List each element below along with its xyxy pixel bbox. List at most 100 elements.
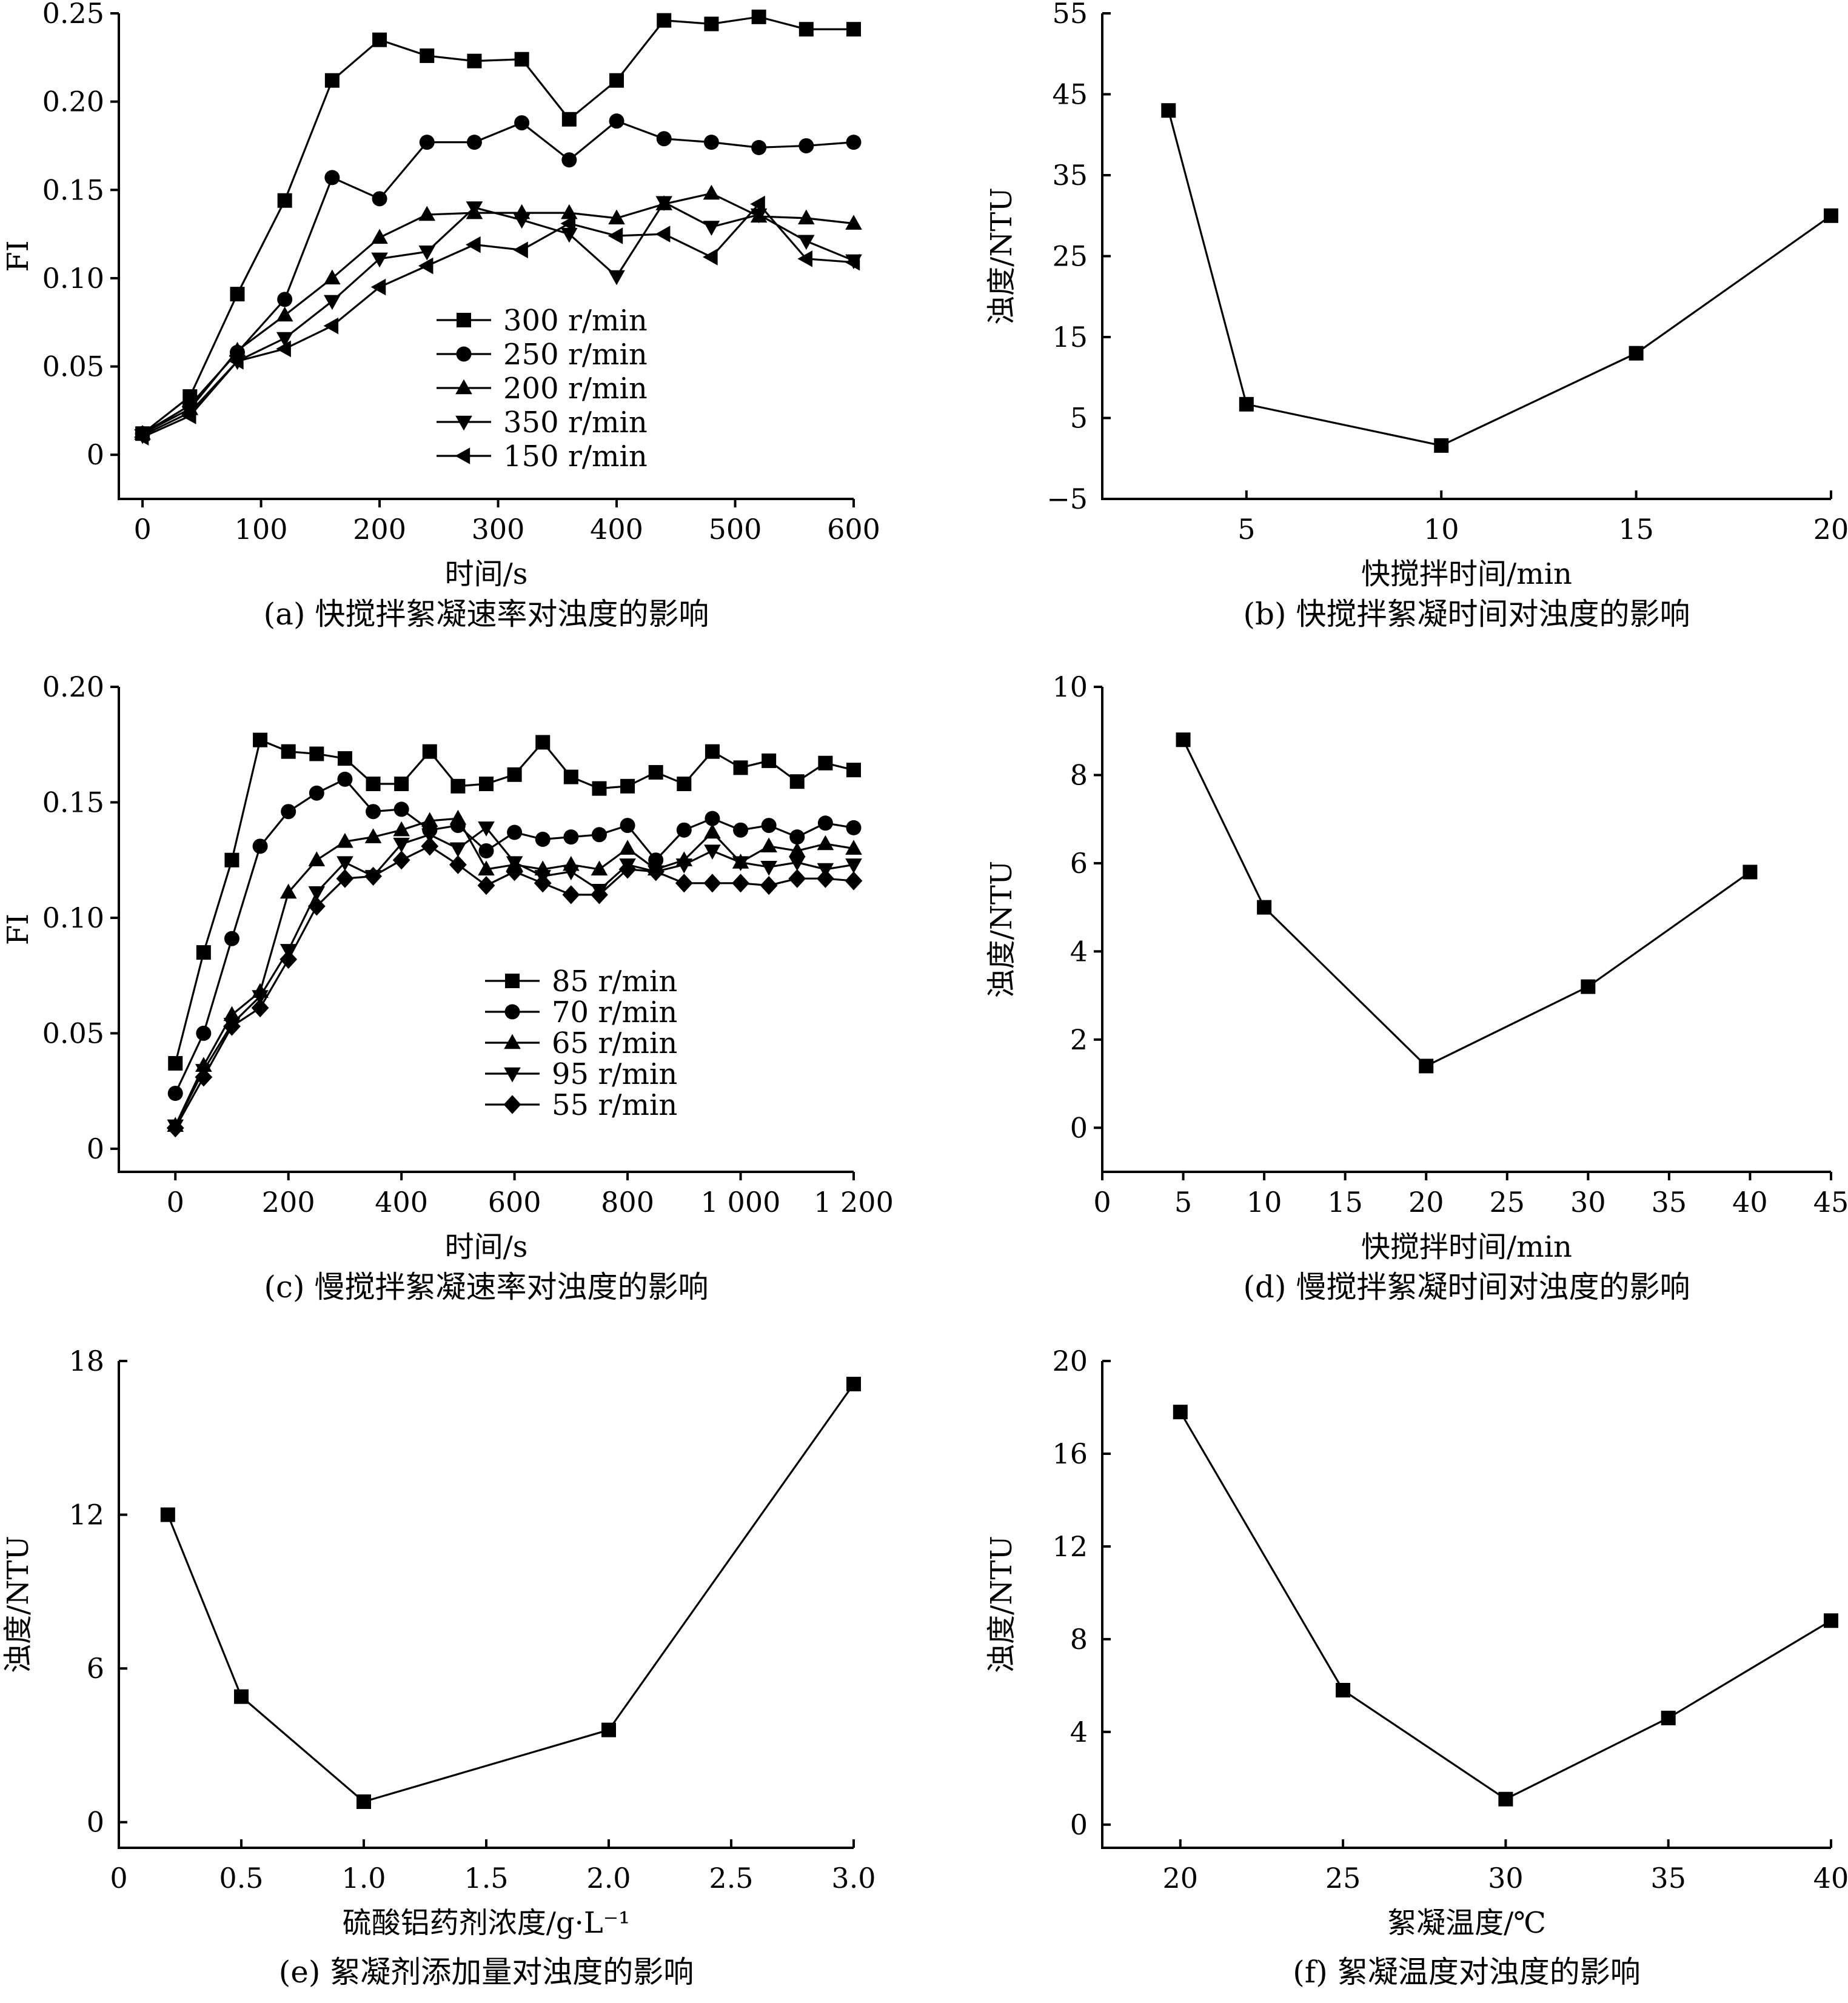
x-tick-label: 1 000 bbox=[701, 1186, 781, 1219]
legend-label: 55 r/min bbox=[552, 1088, 677, 1122]
data-point bbox=[609, 73, 624, 88]
x-tick-label: 200 bbox=[262, 1186, 315, 1219]
legend-label: 70 r/min bbox=[552, 995, 677, 1029]
data-point bbox=[513, 213, 531, 229]
data-point bbox=[817, 815, 833, 831]
data-point bbox=[336, 856, 353, 871]
data-point bbox=[620, 778, 635, 794]
data-point bbox=[704, 16, 719, 32]
x-tick-label: 1 200 bbox=[814, 1186, 894, 1219]
x-tick-label: 2.5 bbox=[709, 1862, 753, 1894]
x-tick-label: 1.0 bbox=[341, 1862, 386, 1894]
series-line bbox=[1179, 1411, 1832, 1801]
data-point bbox=[506, 862, 524, 881]
panel-d: 0 2 4 6 8 10 0 5 10 15 20 25 30 35 40 45 快搅拌时间/min 浊度/NTU… bbox=[985, 670, 1848, 1305]
legend-marker bbox=[504, 1034, 521, 1049]
data-point bbox=[418, 257, 434, 275]
data-point bbox=[788, 856, 806, 871]
data-point bbox=[372, 191, 387, 207]
x-axis-title: 硫酸铝药剂浓度/g·L⁻¹ bbox=[343, 1906, 631, 1940]
legend-label: 150 r/min bbox=[503, 440, 648, 473]
data-point bbox=[418, 206, 436, 221]
data-point bbox=[760, 837, 777, 853]
data-point bbox=[845, 253, 860, 271]
data-point bbox=[675, 874, 693, 893]
y-tick-label: 0.15 bbox=[42, 786, 104, 818]
x-tick-label: 200 bbox=[353, 513, 406, 546]
data-point bbox=[280, 883, 297, 899]
data-point bbox=[561, 227, 578, 243]
x-axis-title: 时间/s bbox=[445, 1230, 528, 1264]
data-point bbox=[478, 860, 495, 876]
legend-marker bbox=[504, 1004, 520, 1020]
x-tick-label: 0 bbox=[133, 513, 151, 546]
x-tick-label: 5 bbox=[1237, 513, 1255, 546]
x-tick-label: 35 bbox=[1650, 1862, 1686, 1894]
data-point bbox=[591, 827, 607, 843]
data-point bbox=[1824, 208, 1838, 223]
legend-marker bbox=[504, 1067, 521, 1083]
data-point bbox=[371, 229, 388, 244]
data-point bbox=[817, 835, 834, 851]
y-tick-label: 12 bbox=[69, 1499, 104, 1531]
y-tick-label: 25 bbox=[1052, 240, 1088, 273]
x-tick-label: 15 bbox=[1327, 1186, 1363, 1219]
panel-a: 0 0.05 0.10 0.15 0.20 0.25 0 100 200 300 400 500 600… bbox=[1, 0, 880, 632]
data-point bbox=[732, 874, 749, 893]
data-point bbox=[419, 135, 435, 150]
x-tick-label: 2.0 bbox=[586, 1862, 631, 1894]
data-point bbox=[560, 215, 576, 232]
data-point bbox=[357, 1794, 371, 1809]
data-point bbox=[1239, 396, 1254, 412]
data-point bbox=[760, 860, 777, 876]
data-point bbox=[449, 842, 467, 858]
data-point bbox=[788, 842, 806, 857]
data-point bbox=[394, 777, 409, 791]
axes-frame bbox=[1101, 13, 1831, 500]
data-point bbox=[608, 209, 625, 225]
legend-label: 65 r/min bbox=[552, 1026, 677, 1060]
data-point bbox=[561, 112, 577, 127]
data-point bbox=[1257, 900, 1272, 915]
data-point bbox=[466, 201, 483, 216]
y-tick-label: 16 bbox=[1052, 1437, 1088, 1470]
panel-caption: (c) 慢搅拌絮凝速率对浊度的影响 bbox=[264, 1269, 709, 1305]
data-point bbox=[364, 828, 382, 843]
data-point bbox=[1629, 346, 1644, 361]
data-point bbox=[230, 287, 245, 302]
data-point bbox=[466, 236, 481, 253]
data-point bbox=[1498, 1791, 1513, 1807]
data-point bbox=[308, 851, 326, 866]
data-point bbox=[1173, 1405, 1188, 1420]
x-tick-label: 30 bbox=[1570, 1186, 1606, 1219]
data-point bbox=[608, 270, 625, 286]
data-point bbox=[167, 1085, 183, 1101]
y-tick-label: 0.20 bbox=[42, 670, 104, 703]
data-point bbox=[845, 215, 862, 230]
data-point bbox=[276, 306, 293, 322]
panel-caption: (d) 慢搅拌絮凝时间对浊度的影响 bbox=[1244, 1269, 1690, 1305]
x-tick-label: 300 bbox=[472, 513, 525, 546]
y-tick-label: 0 bbox=[87, 1806, 104, 1839]
data-point bbox=[478, 843, 494, 858]
series-line bbox=[1167, 110, 1832, 447]
data-point bbox=[846, 1377, 861, 1392]
data-point bbox=[675, 858, 693, 874]
data-point bbox=[507, 824, 523, 840]
x-tick-label: 40 bbox=[1813, 1862, 1848, 1894]
data-point bbox=[733, 822, 749, 838]
data-point bbox=[563, 829, 579, 845]
x-tick-label: 25 bbox=[1325, 1862, 1361, 1894]
x-axis-title: 快搅拌时间/min bbox=[1361, 1230, 1572, 1264]
legend-marker bbox=[455, 379, 472, 395]
y-tick-label: 12 bbox=[1052, 1530, 1088, 1563]
data-point bbox=[656, 131, 672, 147]
data-point bbox=[1434, 438, 1449, 453]
data-point bbox=[845, 858, 862, 874]
data-point bbox=[336, 869, 354, 888]
data-point bbox=[449, 855, 467, 874]
panel-caption: (f) 絮凝温度对浊度的影响 bbox=[1293, 1955, 1640, 1990]
x-axis-title: 快搅拌时间/min bbox=[1361, 557, 1572, 591]
series-line bbox=[167, 1383, 855, 1803]
